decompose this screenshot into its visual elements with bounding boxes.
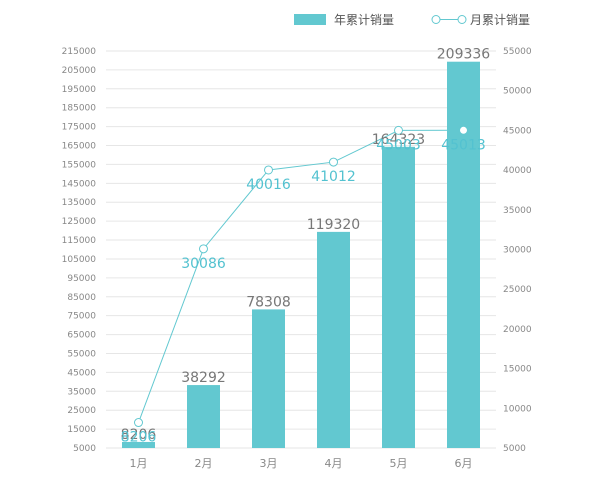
legend-line-label: 月累计销量 [470,13,530,27]
x-axis: 1月 2月 3月 4月 5月 6月 [130,457,473,470]
left-tick-label: 125000 [62,217,97,227]
line-point [264,165,273,175]
line-point [329,157,338,167]
line-value-label: 8206 [121,430,157,446]
line-value-label: 41012 [311,169,356,185]
left-tick-label: 155000 [62,160,97,170]
right-tick-label: 20000 [503,325,532,335]
bar [187,385,220,448]
bar [382,146,415,449]
left-tick-label: 215000 [62,47,97,57]
line-value-label: 45003 [376,137,421,153]
left-tick-label: 115000 [62,236,97,246]
right-tick-label: 5000 [503,444,526,454]
bar [317,231,350,448]
legend-bar-swatch [294,14,326,25]
bar [122,441,155,448]
line-value-label: 45013 [441,137,486,153]
left-tick-label: 175000 [62,123,97,133]
line-point [459,125,468,135]
right-axis: 5000 10000 15000 20000 25000 30000 35000 40000 4… [503,47,532,454]
left-tick-label: 185000 [62,104,97,114]
bar [252,309,285,448]
right-tick-label: 25000 [503,285,532,295]
legend-line-marker-left [431,15,441,24]
right-tick-label: 40000 [503,166,532,176]
line-value-label: 40016 [246,177,291,193]
right-tick-label: 35000 [503,206,532,216]
bar-series [122,61,480,449]
right-tick-label: 45000 [503,126,532,136]
line-point [199,244,208,254]
bar-value-label: 78308 [246,294,291,310]
line-point [394,125,403,135]
category-label: 1月 [130,457,148,470]
left-tick-label: 135000 [62,198,97,208]
left-tick-label: 165000 [62,142,97,152]
bar-value-label: 164323 [372,132,425,148]
line-point [134,418,143,428]
left-tick-label: 25000 [67,406,96,416]
grid-lines [106,50,496,449]
line-series [134,125,468,428]
category-label: 3月 [260,457,278,470]
category-label: 5月 [390,457,408,470]
right-tick-label: 55000 [503,47,532,57]
line-data-labels: 8206 30086 40016 41012 45003 45013 [121,137,486,445]
right-tick-label: 30000 [503,246,532,256]
left-tick-label: 35000 [67,387,96,397]
series-line [138,129,464,423]
bar-value-label: 209336 [437,47,491,63]
left-tick-label: 15000 [67,425,96,435]
left-tick-label: 85000 [67,293,96,303]
legend: 年累计销量 月累计销量 [294,13,530,27]
bar-value-label: 38292 [181,370,226,386]
left-tick-label: 65000 [67,331,96,341]
legend-line-marker-right [457,15,467,24]
category-label: 2月 [195,457,213,470]
right-tick-label: 10000 [503,404,532,414]
left-tick-label: 75000 [67,312,96,322]
left-tick-label: 205000 [62,66,97,76]
legend-bar-label: 年累计销量 [334,13,394,27]
bar-value-label: 8206 [121,427,157,443]
bar-value-label: 119320 [307,217,360,233]
left-tick-label: 5000 [73,444,96,454]
line-value-label: 30086 [181,256,226,272]
category-label: 6月 [455,457,473,470]
left-tick-label: 55000 [67,349,96,359]
category-label: 4月 [325,457,343,470]
left-tick-label: 95000 [67,274,96,284]
right-tick-label: 15000 [503,365,532,375]
left-tick-label: 45000 [67,368,96,378]
left-tick-label: 145000 [62,179,97,189]
right-tick-label: 50000 [503,87,532,97]
left-tick-label: 195000 [62,85,97,95]
bar-data-labels: 8206 38292 78308 119320 164323 209336 [121,47,491,443]
left-tick-label: 105000 [62,255,97,265]
left-axis: 5000 15000 25000 35000 45000 55000 65000 75000 8… [62,47,97,454]
bar [447,61,480,449]
